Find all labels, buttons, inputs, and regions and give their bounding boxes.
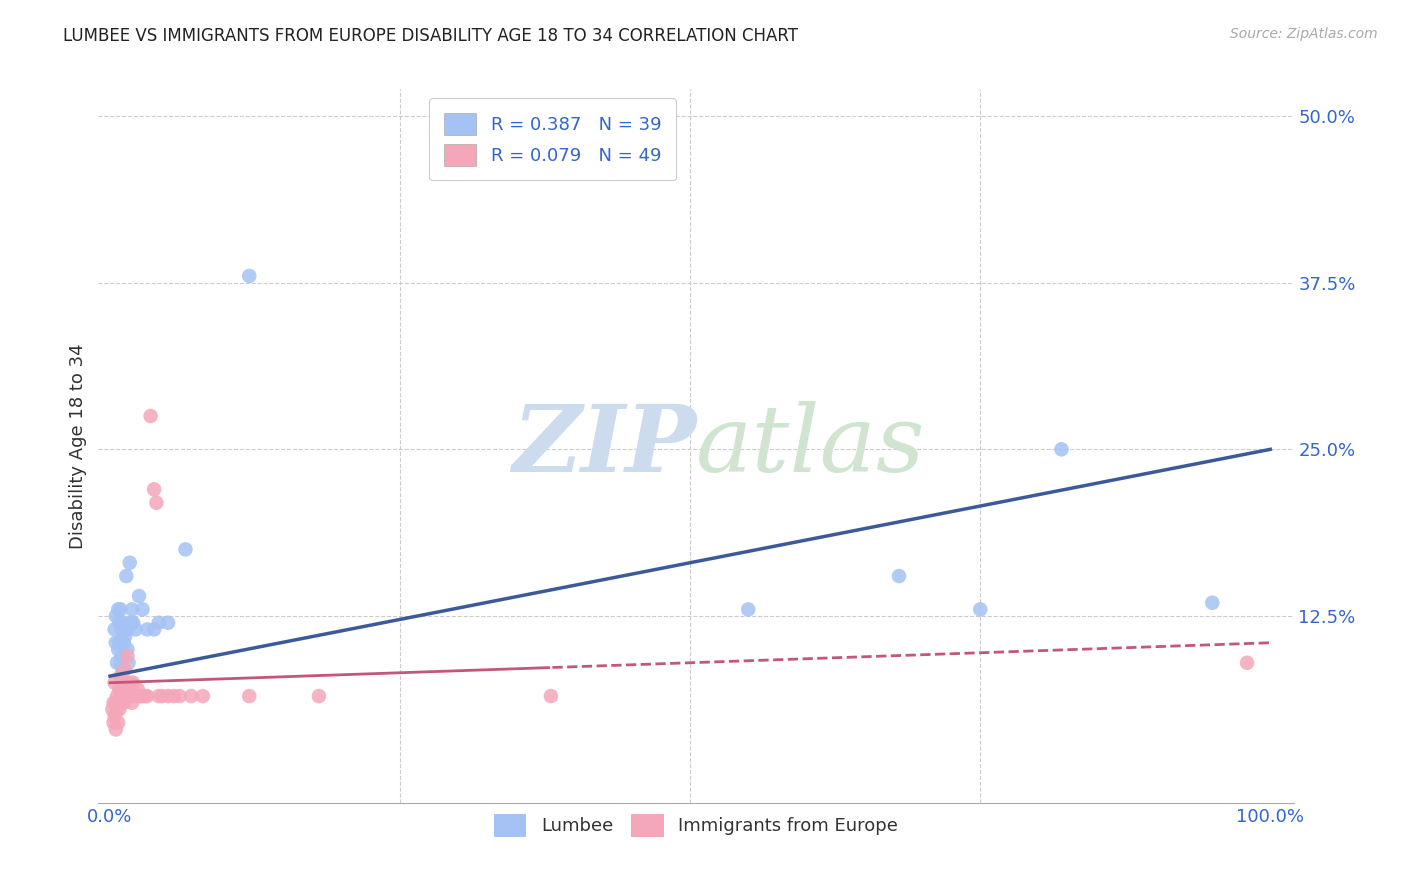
Point <box>136 689 159 703</box>
Point <box>157 615 180 630</box>
Point <box>308 689 330 703</box>
Point <box>169 689 191 703</box>
Point <box>108 615 131 630</box>
Point <box>103 715 125 730</box>
Point <box>117 656 139 670</box>
Point <box>112 636 135 650</box>
Point <box>139 409 162 423</box>
Point <box>111 649 134 664</box>
Point <box>128 589 150 603</box>
Point <box>969 602 991 616</box>
Point <box>104 696 127 710</box>
Point <box>112 682 135 697</box>
Point <box>104 723 127 737</box>
Point <box>238 268 260 283</box>
Point <box>115 569 138 583</box>
Point <box>103 696 125 710</box>
Point <box>107 696 129 710</box>
Point <box>1201 596 1223 610</box>
Point <box>105 656 128 670</box>
Point <box>122 615 145 630</box>
Point <box>174 542 197 557</box>
Point <box>108 702 131 716</box>
Point <box>124 689 146 703</box>
Point <box>110 696 132 710</box>
Text: Source: ZipAtlas.com: Source: ZipAtlas.com <box>1230 27 1378 41</box>
Point <box>104 709 127 723</box>
Point <box>122 675 145 690</box>
Point <box>104 675 127 690</box>
Point <box>108 682 131 697</box>
Point <box>136 623 159 637</box>
Point <box>157 689 180 703</box>
Point <box>110 669 132 683</box>
Point <box>104 636 127 650</box>
Text: LUMBEE VS IMMIGRANTS FROM EUROPE DISABILITY AGE 18 TO 34 CORRELATION CHART: LUMBEE VS IMMIGRANTS FROM EUROPE DISABIL… <box>63 27 799 45</box>
Point <box>124 623 146 637</box>
Point <box>148 689 170 703</box>
Point <box>191 689 214 703</box>
Point <box>540 689 562 703</box>
Point <box>127 682 149 697</box>
Point <box>105 689 128 703</box>
Point <box>111 662 134 676</box>
Point <box>110 656 132 670</box>
Point <box>117 689 139 703</box>
Point <box>117 642 139 657</box>
Point <box>107 642 129 657</box>
Point <box>148 615 170 630</box>
Point <box>112 696 135 710</box>
Point <box>1050 442 1073 457</box>
Point <box>111 689 134 703</box>
Point <box>117 623 139 637</box>
Text: ZIP: ZIP <box>512 401 696 491</box>
Point <box>112 615 135 630</box>
Point <box>114 629 136 643</box>
Point <box>134 689 156 703</box>
Point <box>111 623 134 637</box>
Point <box>131 689 153 703</box>
Point <box>163 689 186 703</box>
Point <box>540 128 562 143</box>
Point <box>107 602 129 616</box>
Point <box>104 623 127 637</box>
Point <box>114 662 136 676</box>
Point <box>115 682 138 697</box>
Point <box>118 556 141 570</box>
Point <box>143 623 166 637</box>
Point <box>737 602 759 616</box>
Point <box>111 689 134 703</box>
Point <box>117 649 139 664</box>
Point <box>128 689 150 703</box>
Y-axis label: Disability Age 18 to 34: Disability Age 18 to 34 <box>69 343 87 549</box>
Point <box>105 702 128 716</box>
Point <box>120 675 142 690</box>
Point <box>104 609 127 624</box>
Point <box>143 483 166 497</box>
Text: atlas: atlas <box>696 401 925 491</box>
Point <box>887 569 910 583</box>
Point <box>110 602 132 616</box>
Point <box>121 602 143 616</box>
Point <box>117 675 139 690</box>
Point <box>145 496 167 510</box>
Legend: Lumbee, Immigrants from Europe: Lumbee, Immigrants from Europe <box>486 807 905 844</box>
Point <box>131 602 153 616</box>
Point <box>121 696 143 710</box>
Point <box>238 689 260 703</box>
Point <box>108 636 131 650</box>
Point <box>1236 656 1258 670</box>
Point <box>111 669 134 683</box>
Point <box>101 702 124 716</box>
Point <box>107 715 129 730</box>
Point <box>118 689 141 703</box>
Point <box>120 615 142 630</box>
Point <box>150 689 173 703</box>
Point <box>180 689 202 703</box>
